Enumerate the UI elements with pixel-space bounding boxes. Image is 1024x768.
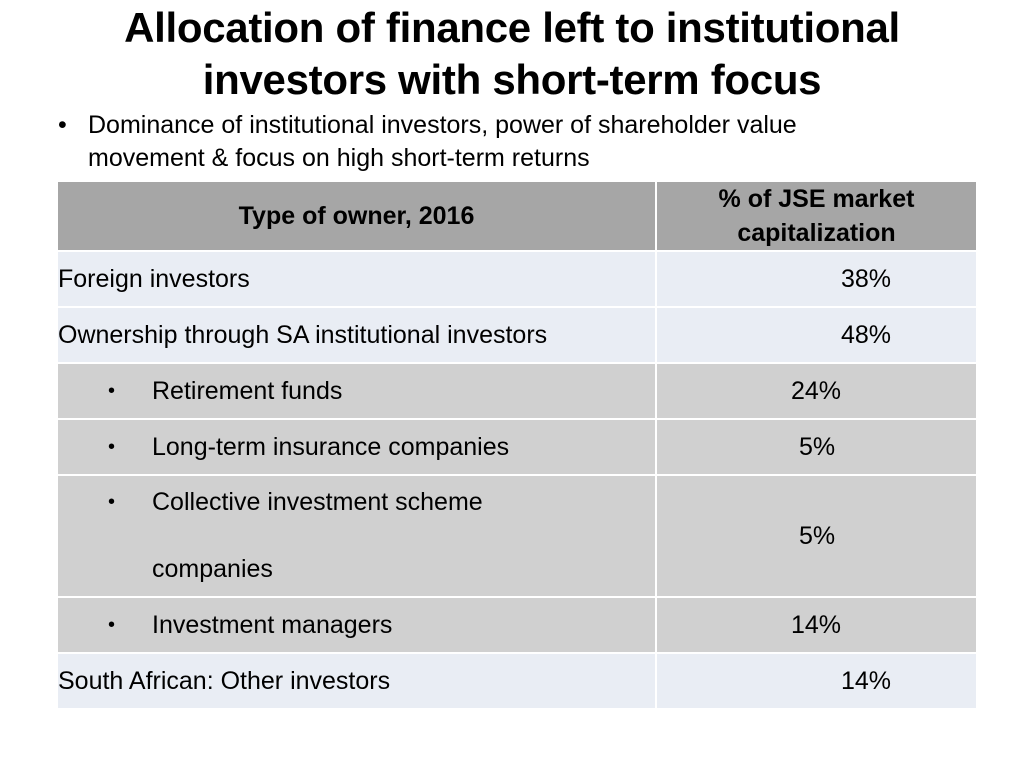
sub-item: • Long-term insurance companies <box>58 433 655 462</box>
row-value: 14% <box>655 596 978 654</box>
row-value: 5% <box>655 474 978 598</box>
bullet-dot-icon: • <box>108 491 116 513</box>
row-label: Ownership through SA institutional inves… <box>56 306 657 364</box>
row-label: Investment managers <box>152 610 393 639</box>
row-label: Long-term insurance companies <box>152 432 510 461</box>
sub-item: • Investment managers <box>58 611 655 640</box>
row-label: Foreign investors <box>56 250 657 308</box>
header-jse-capitalization: % of JSE market capitalization <box>655 180 978 252</box>
table-row: • Collective investment scheme companies… <box>56 474 978 598</box>
row-label: Retirement funds <box>152 376 343 405</box>
header-jse-line-1: % of JSE market <box>718 185 915 213</box>
table-row: Ownership through SA institutional inves… <box>56 306 978 364</box>
sub-item: • Collective investment scheme companies <box>58 488 655 584</box>
row-value: 5% <box>655 418 978 476</box>
bullet-dot-icon: • <box>108 613 116 636</box>
bullet-dot-icon: • <box>108 435 116 458</box>
table-row: • Long-term insurance companies 5% <box>56 418 978 476</box>
slide-title-line-1: Allocation of finance left to institutio… <box>124 4 900 51</box>
ownership-table: Type of owner, 2016 % of JSE market capi… <box>56 180 978 710</box>
row-value: 14% <box>655 652 978 710</box>
header-jse-line-2: capitalization <box>737 219 896 247</box>
bullet-text-line-1: Dominance of institutional investors, po… <box>88 111 797 139</box>
table-row: Foreign investors 38% <box>56 250 978 308</box>
table-row: • Retirement funds 24% <box>56 362 978 420</box>
header-type-of-owner: Type of owner, 2016 <box>56 180 657 252</box>
row-label: South African: Other investors <box>56 652 657 710</box>
row-label-line-2: companies <box>152 555 273 583</box>
row-value: 24% <box>655 362 978 420</box>
row-value: 38% <box>655 250 978 308</box>
slide-title: Allocation of finance left to institutio… <box>0 2 1024 106</box>
bullet-dot-icon: • <box>58 111 67 139</box>
sub-item: • Retirement funds <box>58 377 655 406</box>
table-row: South African: Other investors 14% <box>56 652 978 710</box>
slide-title-line-2: investors with short-term focus <box>202 56 822 103</box>
bullet-text-line-2: movement & focus on high short-term retu… <box>88 144 590 172</box>
row-label-line-1: Collective investment scheme <box>152 488 483 516</box>
table-header-row: Type of owner, 2016 % of JSE market capi… <box>56 180 978 252</box>
row-value: 48% <box>655 306 978 364</box>
bullet-dot-icon: • <box>108 379 116 402</box>
table-row: • Investment managers 14% <box>56 596 978 654</box>
